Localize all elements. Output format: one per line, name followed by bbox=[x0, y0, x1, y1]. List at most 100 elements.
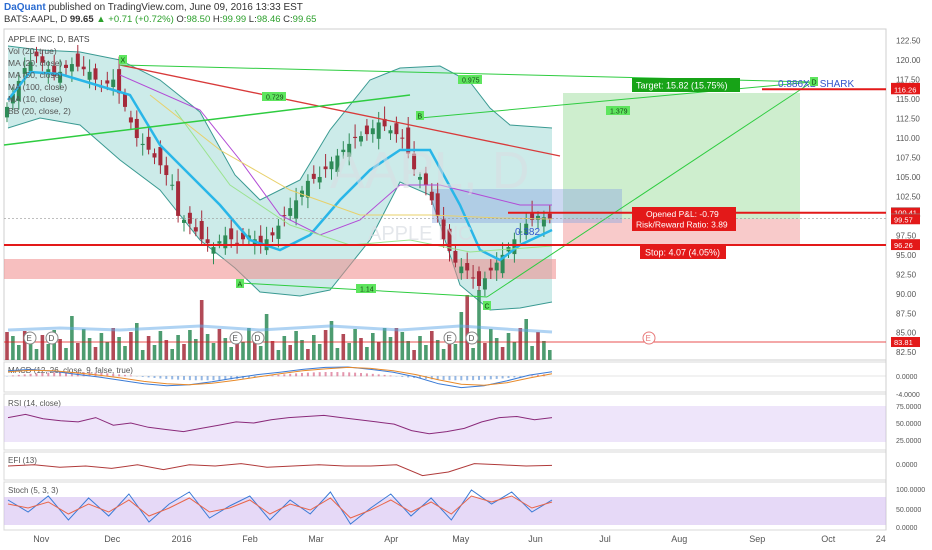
volume-bar bbox=[211, 343, 216, 360]
macd-histogram-bar bbox=[330, 372, 333, 377]
y-tick-label: 95.00 bbox=[896, 251, 917, 260]
volume-bar bbox=[294, 331, 298, 360]
macd-histogram-bar bbox=[513, 376, 516, 378]
pnl-label[interactable]: Opened P&L: -0.79 Risk/Reward Ratio: 3.8… bbox=[632, 207, 736, 231]
candle bbox=[211, 247, 216, 254]
volume-bar bbox=[117, 337, 121, 360]
volume-bar bbox=[135, 323, 139, 360]
volume-bar bbox=[129, 332, 133, 360]
pattern-bd-line bbox=[419, 81, 813, 119]
volume-bar bbox=[235, 333, 239, 360]
volume-bar bbox=[22, 331, 27, 360]
volume-bar bbox=[170, 349, 174, 360]
macd-histogram-bar bbox=[212, 376, 215, 381]
macd-histogram-bar bbox=[141, 376, 144, 377]
candle bbox=[447, 228, 452, 251]
macd-histogram-bar bbox=[59, 372, 62, 377]
macd-histogram-bar bbox=[377, 374, 380, 377]
macd-histogram-bar bbox=[230, 376, 233, 380]
pattern-point-x: X bbox=[119, 55, 127, 65]
volume-bar bbox=[81, 329, 86, 360]
macd-histogram-bar bbox=[53, 372, 56, 377]
x-tick-label: May bbox=[452, 534, 470, 544]
macd-histogram-bar bbox=[483, 376, 486, 380]
fib-label-1379: 1.379 bbox=[606, 106, 630, 116]
candle bbox=[518, 231, 523, 233]
event-marker[interactable]: E bbox=[642, 331, 656, 345]
candle bbox=[22, 67, 27, 74]
volume-bar bbox=[182, 344, 186, 360]
macd-histogram-bar bbox=[200, 376, 203, 381]
quote-line: BATS:AAPL, D 99.65 ▲ +0.71 (+0.72%) O:98… bbox=[4, 14, 316, 25]
ma50-line bbox=[119, 74, 552, 236]
volume-bar bbox=[371, 333, 375, 360]
fib-label-114: 1.14 bbox=[356, 284, 376, 294]
candle bbox=[241, 232, 245, 240]
legend-ma50: MA (50, close) bbox=[8, 70, 62, 80]
candle bbox=[311, 173, 316, 179]
macd-histogram-bar bbox=[342, 372, 345, 377]
candle bbox=[488, 267, 493, 271]
candle bbox=[69, 64, 74, 72]
volume-bar bbox=[424, 345, 428, 360]
event-marker[interactable]: E bbox=[229, 331, 243, 345]
event-marker[interactable]: E bbox=[23, 331, 37, 345]
candle bbox=[429, 191, 434, 201]
macd-histogram-bar bbox=[430, 376, 433, 380]
stop-label[interactable]: Stop: 4.07 (4.05%) bbox=[640, 245, 726, 259]
candle bbox=[335, 155, 340, 172]
pt-x-text: X bbox=[121, 58, 126, 65]
macd-histogram-bar bbox=[106, 373, 109, 377]
close-label: C: bbox=[283, 14, 293, 25]
volume-bar bbox=[300, 340, 304, 360]
macd-histogram-bar bbox=[153, 376, 156, 378]
macd-histogram-bar bbox=[100, 372, 103, 377]
macd-histogram-bar bbox=[407, 376, 410, 378]
candle bbox=[541, 217, 546, 227]
rsi-band bbox=[4, 406, 886, 442]
volume-bar bbox=[353, 329, 357, 360]
macd-histogram-bar bbox=[501, 376, 504, 379]
stoch-band bbox=[4, 497, 886, 525]
volume-bar bbox=[229, 347, 233, 360]
price-change: ▲ +0.71 (+0.72%) bbox=[96, 14, 174, 25]
event-marker[interactable]: D bbox=[465, 331, 479, 345]
candle bbox=[288, 208, 293, 216]
event-marker[interactable]: D bbox=[251, 331, 265, 345]
candle bbox=[500, 254, 505, 274]
volume-bar bbox=[258, 346, 263, 360]
volume-bar bbox=[536, 332, 540, 360]
macd-histogram-bar bbox=[460, 376, 463, 381]
macd-histogram-bar bbox=[318, 372, 321, 377]
volume-bar bbox=[418, 336, 422, 360]
macd-histogram-bar bbox=[206, 376, 209, 381]
volume-bar bbox=[87, 338, 92, 360]
event-marker[interactable]: E bbox=[443, 331, 457, 345]
volume-bar bbox=[223, 338, 228, 360]
candle bbox=[81, 66, 86, 70]
watermark-company: APPLE INC bbox=[368, 223, 472, 245]
candle bbox=[158, 146, 163, 166]
target-label[interactable]: Target: 15.82 (15.75%) bbox=[632, 78, 740, 92]
event-text: E bbox=[646, 334, 651, 343]
macd-histogram-bar bbox=[17, 374, 20, 377]
stoch-tick: 50.0000 bbox=[896, 507, 921, 514]
event-marker[interactable]: D bbox=[45, 331, 59, 345]
candle bbox=[258, 235, 263, 244]
candle bbox=[199, 220, 204, 240]
macd-histogram-bar bbox=[442, 376, 445, 380]
x-tick-label: Aug bbox=[671, 534, 687, 544]
candle bbox=[317, 176, 322, 183]
y-tick-label: 85.00 bbox=[896, 329, 917, 338]
macd-tick: -4.0000 bbox=[896, 392, 920, 399]
last-price: 99.65 bbox=[69, 14, 94, 25]
x-tick-label: Oct bbox=[821, 534, 836, 544]
macd-histogram-bar bbox=[436, 376, 439, 380]
candle bbox=[406, 127, 411, 154]
candle bbox=[217, 241, 222, 244]
y-tick-label: 105.00 bbox=[896, 173, 921, 182]
candle bbox=[140, 143, 145, 146]
candle bbox=[5, 106, 9, 118]
author-link[interactable]: DaQuant bbox=[4, 2, 46, 13]
